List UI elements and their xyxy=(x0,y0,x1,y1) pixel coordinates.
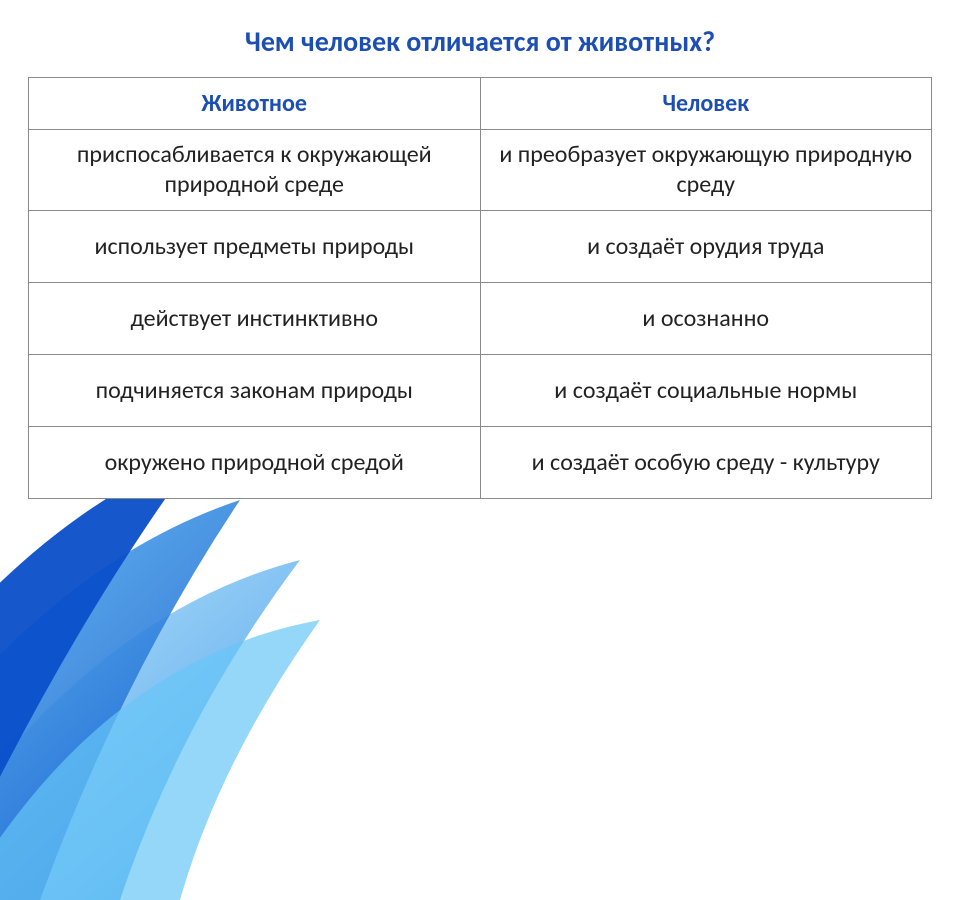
col-header-human: Человек xyxy=(480,78,932,130)
table-row: приспосабливается к окружающей природной… xyxy=(29,130,932,211)
page-title: Чем человек отличается от животных? xyxy=(28,24,932,59)
cell-human: и преобразует окружающую природную среду xyxy=(480,130,932,211)
cell-animal: использует предметы природы xyxy=(29,211,481,283)
cell-animal: окружено природной средой xyxy=(29,427,481,499)
table-row: использует предметы природы и создаёт ор… xyxy=(29,211,932,283)
cell-human: и создаёт социальные нормы xyxy=(480,355,932,427)
col-header-animal: Животное xyxy=(29,78,481,130)
cell-human: и осознанно xyxy=(480,283,932,355)
cell-animal: действует инстинктивно xyxy=(29,283,481,355)
cell-animal: подчиняется законам природы xyxy=(29,355,481,427)
table-row: окружено природной средой и создаёт особ… xyxy=(29,427,932,499)
cell-human: и создаёт особую среду - культуру xyxy=(480,427,932,499)
table-row: действует инстинктивно и осознанно xyxy=(29,283,932,355)
table-row: подчиняется законам природы и создаёт со… xyxy=(29,355,932,427)
cell-human: и создаёт орудия труда xyxy=(480,211,932,283)
table-header-row: Животное Человек xyxy=(29,78,932,130)
comparison-table: Животное Человек приспосабливается к окр… xyxy=(28,77,932,499)
cell-animal: приспосабливается к окружающей природной… xyxy=(29,130,481,211)
